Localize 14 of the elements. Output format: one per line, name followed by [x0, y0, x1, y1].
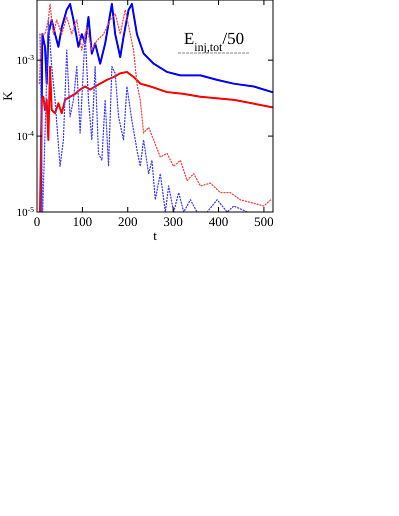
line-series [39, 19, 248, 212]
x-axis-title: t [153, 228, 158, 243]
y-tick-label: 10$^{-5}$ [16, 204, 34, 219]
x-tick-label: 300 [163, 214, 183, 229]
annotation: E$_{inj,tot}$/50 [184, 29, 244, 54]
x-tick-label: 200 [118, 214, 138, 229]
y-tick-label: 10$^{-4}$ [16, 128, 34, 144]
line-series [38, 66, 273, 212]
x-tick-label: 0 [34, 214, 40, 229]
y-axis-title: K [0, 90, 15, 101]
y-tick-label: 10$^{-3}$ [16, 52, 34, 68]
x-tick-label: 400 [208, 214, 228, 229]
x-tick-label: 100 [72, 214, 92, 229]
x-tick-label: 500 [254, 214, 274, 229]
